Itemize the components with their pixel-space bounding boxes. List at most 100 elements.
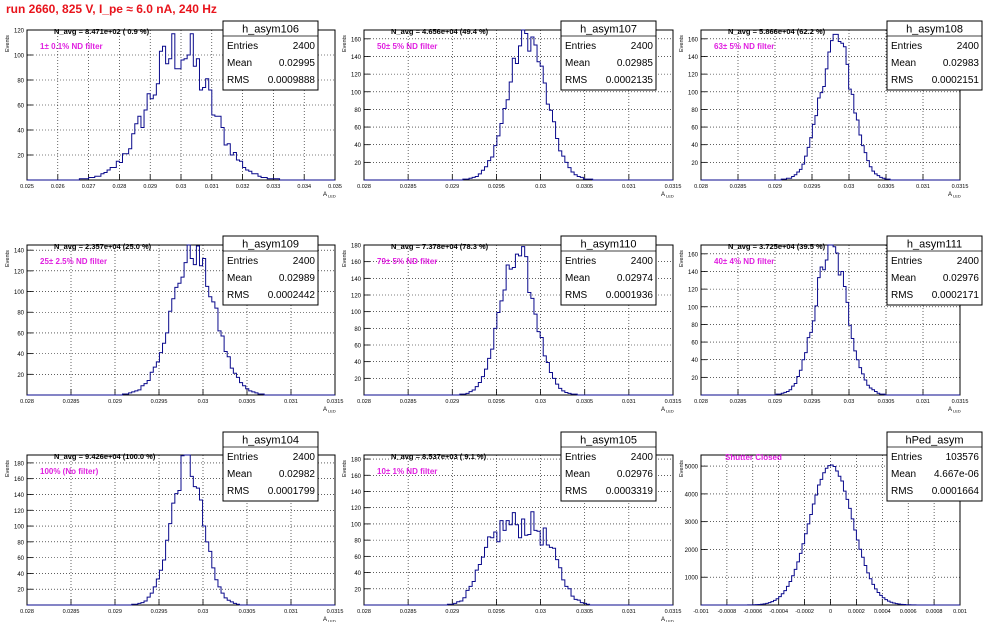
stat-value: 0.02985 bbox=[617, 58, 654, 69]
x-tick-label: 0.03 bbox=[844, 399, 855, 405]
x-axis-label-sub: LED bbox=[328, 409, 336, 414]
y-axis-label: Events bbox=[342, 35, 348, 52]
y-axis-label: Events bbox=[679, 250, 685, 267]
stats-box-frame bbox=[886, 20, 983, 91]
stat-value: 0.0002135 bbox=[606, 75, 654, 86]
x-tick-label: 0.03 bbox=[535, 609, 546, 615]
x-tick-label: 0.0006 bbox=[900, 609, 917, 615]
y-tick-label: 100 bbox=[688, 305, 699, 311]
x-tick-label: 0.034 bbox=[297, 184, 311, 190]
y-tick-label: 60 bbox=[17, 331, 24, 337]
y-tick-label: 140 bbox=[688, 270, 699, 276]
stat-label: RMS bbox=[227, 486, 250, 497]
y-axis-label: Events bbox=[679, 460, 685, 477]
stat-label: Mean bbox=[227, 469, 252, 480]
y-tick-label: 160 bbox=[688, 37, 699, 43]
y-tick-label: 100 bbox=[14, 54, 25, 60]
stats-box: h_asym107 Entries 2400 Mean 0.02985 RMS 0.0002… bbox=[560, 20, 657, 91]
x-tick-label: 0.0002 bbox=[848, 609, 865, 615]
x-tick-label: 0.029 bbox=[768, 184, 782, 190]
y-tick-label: 160 bbox=[351, 474, 362, 480]
x-tick-label: 0.029 bbox=[108, 609, 122, 615]
histogram-panel: 20 40 60 80 100 120 140 160 0.028 0.0285 0.029 0.02… bbox=[342, 20, 681, 199]
x-tick-label: -0.0008 bbox=[718, 609, 737, 615]
histogram-name: h_asym106 bbox=[242, 24, 299, 36]
x-tick-label: 0.0305 bbox=[239, 609, 256, 615]
x-axis-label-sub: LED bbox=[666, 194, 674, 199]
navg-label: N_avg = 5.866e+04 (62.2 %) bbox=[728, 27, 826, 36]
y-tick-label: 180 bbox=[351, 244, 362, 250]
filter-label: 63± 5% ND filter bbox=[714, 42, 774, 51]
y-tick-label: 80 bbox=[691, 323, 698, 329]
x-tick-label: 0.0315 bbox=[952, 399, 969, 405]
y-tick-label: 160 bbox=[351, 37, 362, 43]
x-tick-label: 0.0295 bbox=[804, 399, 821, 405]
y-tick-label: 60 bbox=[691, 341, 698, 347]
x-tick-label: 0.028 bbox=[357, 609, 371, 615]
x-tick-label: 0.029 bbox=[108, 399, 122, 405]
y-tick-label: 80 bbox=[354, 108, 361, 114]
y-tick-label: 140 bbox=[688, 55, 699, 61]
x-tick-label: 0.028 bbox=[20, 399, 34, 405]
x-axis-label-sub: LED bbox=[328, 619, 336, 622]
x-tick-label: 0.03 bbox=[198, 399, 209, 405]
filter-label: 10± 1% ND filter bbox=[377, 467, 437, 476]
x-tick-label: 0.031 bbox=[622, 609, 636, 615]
stats-box-frame bbox=[222, 431, 319, 502]
stat-label: Entries bbox=[565, 452, 596, 463]
x-tick-label: 0.031 bbox=[284, 609, 298, 615]
histogram-panel: 1000 2000 3000 4000 5000 -0.001 -0.0008 -0.0006… bbox=[679, 431, 983, 615]
x-axis-label-sub: LED bbox=[666, 409, 674, 414]
x-tick-label: 0.0295 bbox=[804, 184, 821, 190]
histogram-panel: 20 40 60 80 100 120 140 160 0.028 0.0285 0.029 0.02… bbox=[679, 235, 983, 414]
stat-value: 0.02995 bbox=[279, 58, 316, 69]
histogram-line bbox=[701, 33, 960, 181]
y-tick-label: 140 bbox=[14, 249, 25, 255]
y-tick-label: 80 bbox=[354, 539, 361, 545]
x-tick-label: 0.0285 bbox=[400, 609, 417, 615]
y-tick-label: 80 bbox=[354, 327, 361, 333]
histogram-line bbox=[701, 244, 960, 396]
stat-value: 0.0002171 bbox=[932, 290, 980, 301]
stat-label: Mean bbox=[565, 273, 590, 284]
stat-label: Mean bbox=[891, 469, 916, 480]
stat-label: RMS bbox=[565, 486, 588, 497]
x-tick-label: 0.032 bbox=[236, 184, 250, 190]
stat-label: Mean bbox=[227, 273, 252, 284]
stat-value: 0.0002442 bbox=[268, 290, 316, 301]
y-tick-label: 20 bbox=[691, 161, 698, 167]
navg-label: N_avg = 8.537e+03 ( 9.1 %) bbox=[391, 452, 487, 461]
x-tick-label: 0.0305 bbox=[576, 184, 593, 190]
histogram-line bbox=[27, 244, 335, 396]
filter-label: Shutter Closed bbox=[725, 453, 782, 462]
stat-value: 0.02989 bbox=[279, 273, 316, 284]
x-tick-label: -0.001 bbox=[693, 609, 709, 615]
x-tick-label: -0.0004 bbox=[769, 609, 788, 615]
stat-label: RMS bbox=[891, 290, 914, 301]
navg-label: N_avg = 7.378e+04 (78.3 %) bbox=[391, 242, 489, 251]
y-tick-label: 40 bbox=[17, 572, 24, 578]
x-tick-label: 0.0305 bbox=[878, 184, 895, 190]
histogram-name: h_asym107 bbox=[580, 24, 637, 36]
stat-value: 103576 bbox=[946, 452, 980, 463]
x-axis-label-sub: LED bbox=[328, 194, 336, 199]
x-tick-label: 0.029 bbox=[445, 184, 459, 190]
stat-label: Mean bbox=[891, 273, 916, 284]
y-tick-label: 160 bbox=[351, 260, 362, 266]
stats-box-frame bbox=[886, 235, 983, 306]
y-tick-label: 140 bbox=[351, 490, 362, 496]
stat-label: Entries bbox=[565, 256, 596, 267]
stat-value: 2400 bbox=[957, 41, 980, 52]
y-tick-label: 80 bbox=[17, 79, 24, 85]
x-tick-label: 0.0295 bbox=[488, 399, 505, 405]
stat-value: 0.0001799 bbox=[268, 486, 316, 497]
stats-box-frame bbox=[222, 20, 319, 91]
x-tick-label: 0.0315 bbox=[327, 399, 344, 405]
histogram-name: h_asym108 bbox=[906, 24, 963, 36]
histogram-name: h_asym105 bbox=[580, 435, 637, 447]
y-tick-label: 40 bbox=[17, 129, 24, 135]
x-tick-label: 0.0305 bbox=[239, 399, 256, 405]
x-tick-label: 0.0285 bbox=[730, 399, 747, 405]
stat-value: 2400 bbox=[631, 452, 654, 463]
x-tick-label: 0.029 bbox=[445, 399, 459, 405]
